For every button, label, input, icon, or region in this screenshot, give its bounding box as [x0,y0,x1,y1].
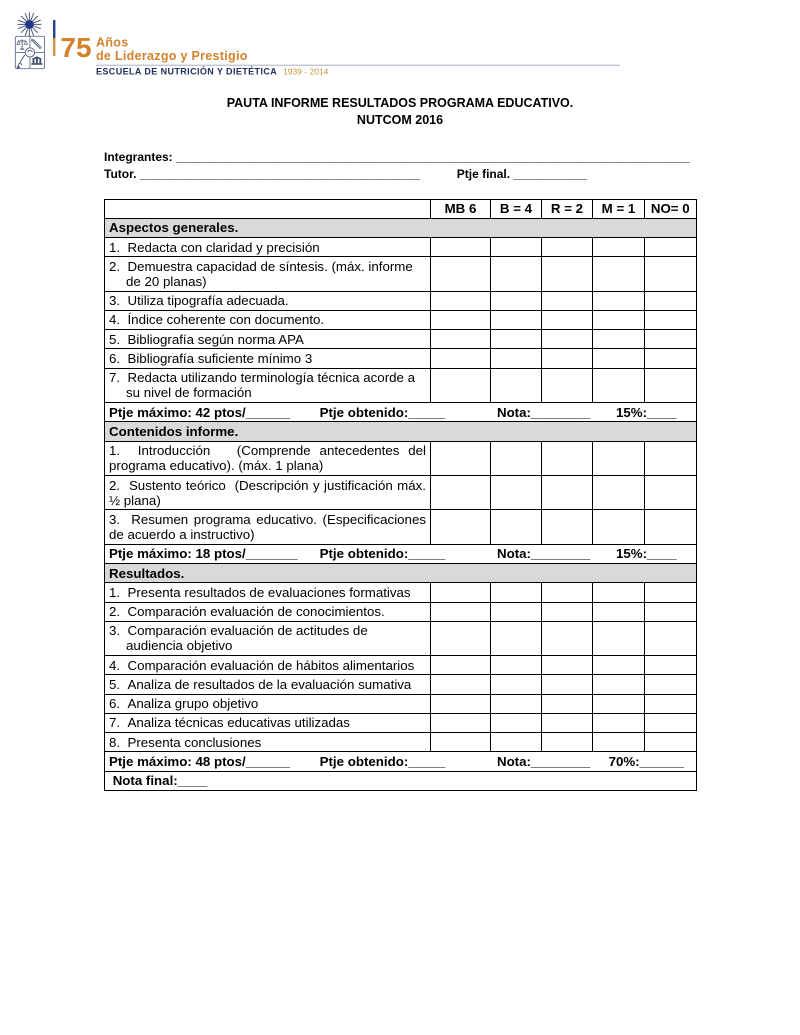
svg-text:Años: Años [96,36,128,50]
svg-text:ESCUELA DE NUTRICIÓN Y DIETÉTI: ESCUELA DE NUTRICIÓN Y DIETÉTICA [96,66,277,77]
svg-text:75: 75 [60,32,91,63]
svg-text:de Liderazgo y Prestigio: de Liderazgo y Prestigio [96,49,248,63]
svg-text:1939 - 2014: 1939 - 2014 [283,67,329,77]
